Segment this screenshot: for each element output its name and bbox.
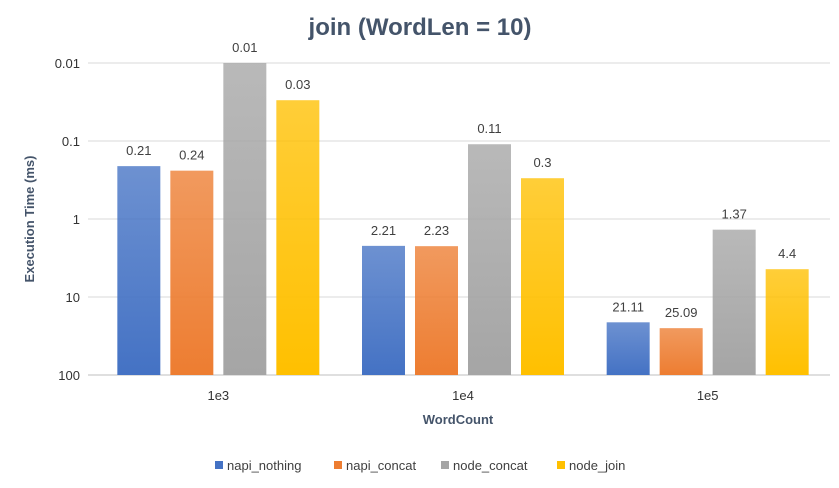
bar (276, 100, 320, 375)
y-tick-label: 0.1 (62, 134, 80, 149)
y-axis-title: Execution Time (ms) (22, 156, 37, 283)
bar (415, 246, 458, 375)
bar (659, 328, 703, 375)
legend-swatch (334, 461, 342, 469)
data-label: 0.01 (232, 40, 257, 55)
legend-label: napi_nothing (227, 458, 301, 473)
data-labels: 0.21 0.24 0.01 0.03 2.21 2.23 0.11 0.3 21.11 25.0… (126, 40, 796, 320)
legend-swatch (441, 461, 449, 469)
legend-label: node_concat (453, 458, 528, 473)
data-label: 0.3 (533, 155, 551, 170)
x-tick-label: 1e5 (697, 388, 719, 403)
data-label: 2.23 (424, 223, 449, 238)
y-tick-label: 0.01 (55, 56, 80, 71)
bar (606, 322, 650, 375)
bar (468, 144, 511, 375)
data-label: 0.11 (477, 121, 501, 136)
bar (170, 170, 214, 375)
bar (362, 245, 405, 375)
bars (117, 63, 809, 375)
x-tick-label: 1e4 (452, 388, 474, 403)
legend-swatch (557, 461, 565, 469)
data-label: 1.37 (722, 207, 747, 222)
bar (117, 166, 161, 375)
data-label: 4.4 (778, 246, 796, 261)
data-label: 0.24 (179, 148, 204, 163)
legend-label: node_join (569, 458, 625, 473)
chart-title: join (WordLen = 10) (308, 14, 532, 41)
data-label: 25.09 (665, 305, 698, 320)
y-axis-ticks: 0.01 0.1 1 10 100 (55, 56, 80, 383)
bar (521, 178, 564, 375)
bar (712, 229, 756, 375)
y-tick-label: 10 (66, 290, 80, 305)
data-label: 0.21 (126, 143, 151, 158)
data-label: 21.11 (612, 299, 644, 314)
bar (223, 63, 267, 375)
legend-label: napi_concat (346, 458, 416, 473)
y-tick-label: 1 (73, 212, 80, 227)
data-label: 2.21 (371, 223, 396, 238)
y-tick-label: 100 (58, 368, 80, 383)
x-tick-label: 1e3 (207, 388, 229, 403)
x-axis-ticks: 1e3 1e4 1e5 (207, 388, 718, 403)
x-axis-title: WordCount (423, 412, 494, 427)
data-label: 0.03 (285, 77, 310, 92)
bar (765, 269, 809, 375)
legend: napi_nothing napi_concat node_concat node_j… (215, 458, 625, 473)
legend-swatch (215, 461, 223, 469)
